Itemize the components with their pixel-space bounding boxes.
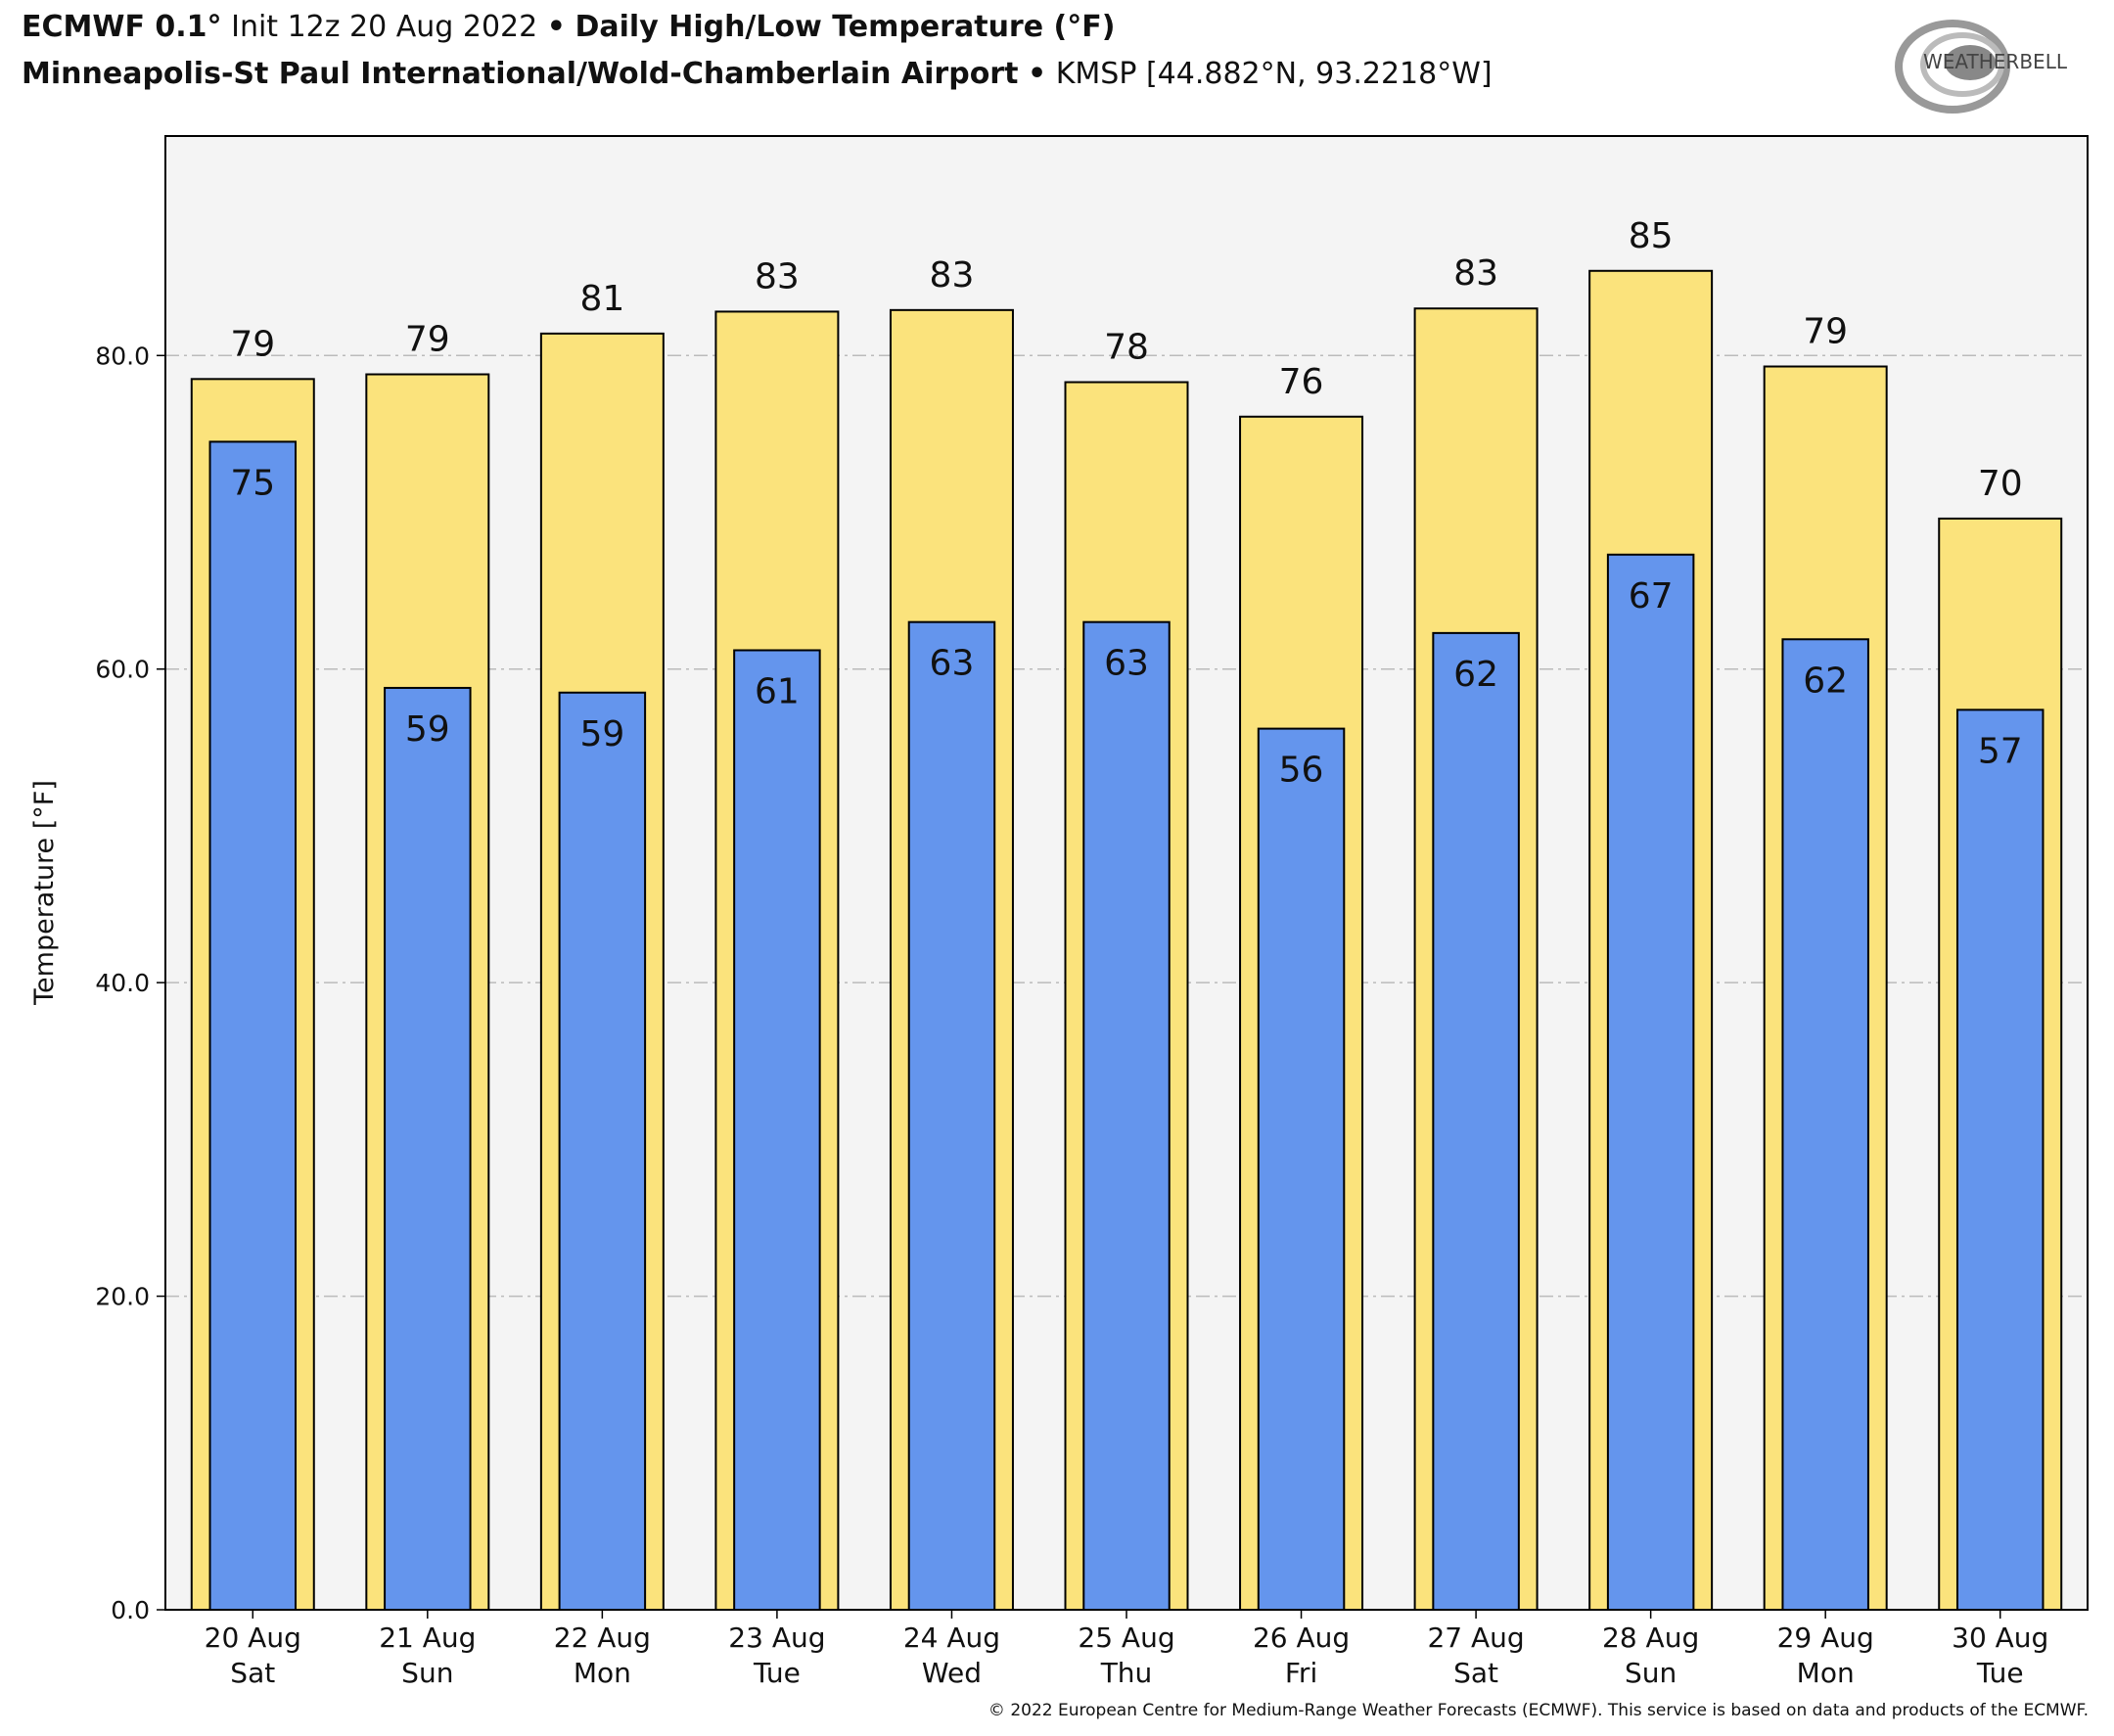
low-bar <box>208 440 298 1611</box>
copyright-footer: © 2022 European Centre for Medium-Range … <box>988 1701 2089 1720</box>
x-tick-weekday: Tue <box>753 1657 801 1689</box>
x-tick-weekday: Sat <box>1453 1657 1498 1689</box>
low-bar <box>1432 631 1520 1611</box>
x-tick-weekday: Sat <box>230 1657 275 1689</box>
x-tick-label: 20 Aug <box>205 1622 301 1654</box>
y-tick-label: 0.0 <box>111 1596 150 1624</box>
high-label: 83 <box>1453 253 1498 294</box>
low-bar <box>1606 553 1695 1611</box>
x-tick-weekday: Tue <box>1976 1657 2024 1689</box>
x-tick-label: 26 Aug <box>1253 1622 1350 1654</box>
low-label: 63 <box>1104 644 1149 684</box>
y-tick-label: 20.0 <box>95 1283 150 1311</box>
low-bar <box>1781 638 1869 1611</box>
separator: • <box>1028 57 1047 91</box>
x-tick-label: 21 Aug <box>379 1622 476 1654</box>
high-label: 76 <box>1279 362 1324 402</box>
x-tick-weekday: Thu <box>1100 1657 1153 1689</box>
low-label: 61 <box>755 671 800 711</box>
weatherbell-logo: WEATHERBELL <box>1895 20 2068 114</box>
low-bar <box>384 686 472 1611</box>
chart-subtitle: Minneapolis-St Paul International/Wold-C… <box>22 57 1493 91</box>
low-label: 75 <box>230 463 275 503</box>
model-name: ECMWF 0.1° <box>22 10 222 44</box>
x-tick-weekday: Fri <box>1285 1657 1317 1689</box>
y-axis-label: Temperature [°F] <box>29 780 60 1006</box>
low-label: 62 <box>1453 655 1498 695</box>
low-label: 57 <box>1978 731 2023 771</box>
x-tick-weekday: Mon <box>1797 1657 1855 1689</box>
y-tick-label: 80.0 <box>95 342 150 370</box>
low-bar <box>733 649 821 1611</box>
station-id: KMSP [44.882°N, 93.2218°W] <box>1055 57 1493 91</box>
high-label: 79 <box>230 324 275 364</box>
x-tick-label: 24 Aug <box>903 1622 1000 1654</box>
x-tick-label: 28 Aug <box>1602 1622 1699 1654</box>
high-label: 79 <box>405 320 450 360</box>
low-label: 62 <box>1803 661 1848 701</box>
low-bar <box>1257 727 1346 1611</box>
x-tick-label: 25 Aug <box>1078 1622 1174 1654</box>
plot-frame <box>164 135 2089 1611</box>
low-label: 56 <box>1279 751 1324 791</box>
low-label: 59 <box>579 714 624 754</box>
station-name: Minneapolis-St Paul International/Wold-C… <box>22 57 1019 91</box>
x-tick-label: 22 Aug <box>554 1622 651 1654</box>
y-tick-label: 60.0 <box>95 656 150 684</box>
low-bar <box>1955 708 2045 1611</box>
init-time: Init 12z 20 Aug 2022 <box>231 10 538 44</box>
low-bar <box>1082 620 1171 1611</box>
x-tick-weekday: Sun <box>401 1657 453 1689</box>
product-name: Daily High/Low Temperature (°F) <box>574 10 1116 44</box>
high-label: 79 <box>1803 312 1848 352</box>
high-label: 70 <box>1978 464 2023 504</box>
high-label: 78 <box>1104 328 1149 368</box>
high-label: 83 <box>930 255 975 296</box>
y-tick-label: 40.0 <box>95 969 150 997</box>
low-bar <box>907 620 996 1611</box>
high-label: 83 <box>755 256 800 297</box>
x-tick-label: 27 Aug <box>1427 1622 1524 1654</box>
x-tick-label: 23 Aug <box>728 1622 825 1654</box>
x-tick-weekday: Mon <box>574 1657 631 1689</box>
low-label: 59 <box>405 709 450 750</box>
separator: • <box>546 10 566 44</box>
high-label: 85 <box>1629 216 1674 256</box>
svg-text:WEATHERBELL: WEATHERBELL <box>1923 50 2068 73</box>
high-label: 81 <box>579 279 624 319</box>
low-label: 63 <box>930 644 975 684</box>
x-tick-weekday: Wed <box>922 1657 982 1689</box>
low-label: 67 <box>1629 576 1674 617</box>
x-tick-weekday: Sun <box>1625 1657 1677 1689</box>
x-tick-label: 30 Aug <box>1952 1622 2048 1654</box>
x-tick-label: 29 Aug <box>1777 1622 1874 1654</box>
low-bar <box>558 691 647 1611</box>
chart-title: ECMWF 0.1° Init 12z 20 Aug 2022 • Daily … <box>22 10 1115 44</box>
